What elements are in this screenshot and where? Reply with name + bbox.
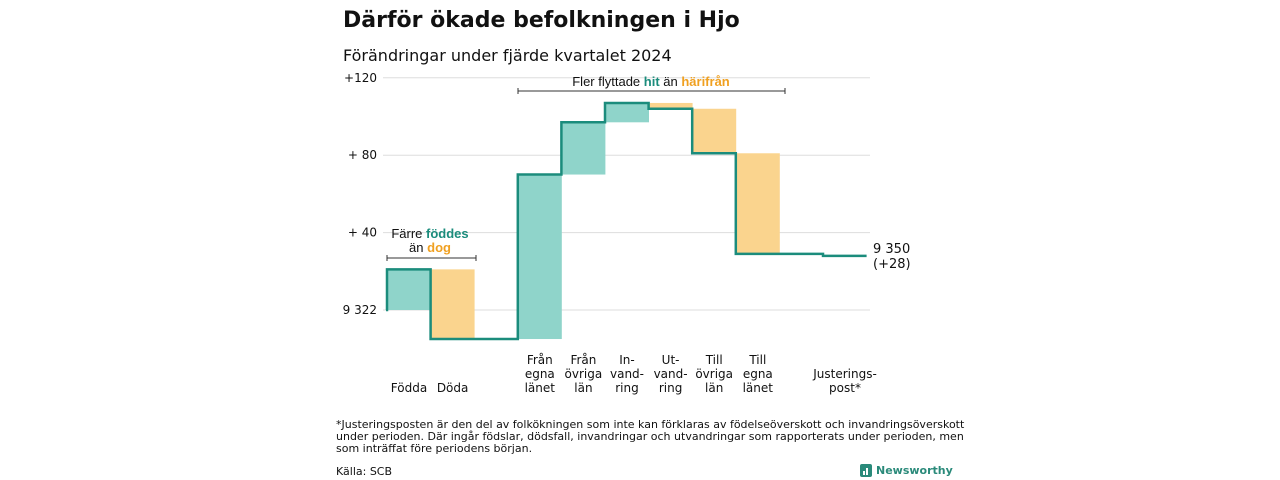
- category-label-3-2: länet: [525, 381, 556, 395]
- migration-annotation-text: Fler flyttade hit än härifrån: [572, 74, 730, 89]
- category-label-8-1: egna: [743, 367, 773, 381]
- category-label-4-1: övriga: [565, 367, 603, 381]
- bar-6: [648, 102, 693, 109]
- category-label-4-0: Från: [570, 353, 596, 367]
- footnote: *Justeringsposten är den del av folkökni…: [336, 418, 965, 455]
- footnote-line-2: under perioden. Där ingår födslar, dödsf…: [336, 430, 964, 443]
- category-label-8-0: Till: [748, 353, 766, 367]
- footnote-line-1: *Justeringsposten är den del av folkökni…: [336, 418, 965, 431]
- category-label-3-1: egna: [525, 367, 555, 381]
- category-label-5-2: ring: [615, 381, 639, 395]
- bar-5: [605, 102, 649, 123]
- category-label-7-2: län: [705, 381, 723, 395]
- category-label-7-1: övriga: [695, 367, 733, 381]
- source-label: Källa: SCB: [336, 465, 392, 478]
- category-label-8-2: länet: [743, 381, 774, 395]
- category-label-10-0: Justerings-: [812, 367, 877, 381]
- y-tick-label-3: +120: [344, 71, 377, 85]
- category-label-6-0: Ut-: [662, 353, 680, 367]
- end-value-label: 9 350: [873, 242, 910, 257]
- y-axis-ticks: 9 322 + 40 + 80 +120: [343, 71, 377, 317]
- births-annotation-line1: Färre föddes: [391, 226, 468, 241]
- end-change-label: (+28): [873, 257, 911, 272]
- y-tick-label-0: 9 322: [343, 303, 377, 317]
- bar-1: [430, 269, 475, 340]
- category-label-6-1: vand-: [654, 367, 688, 381]
- footnote-line-3: som inträffat före periodens början.: [336, 442, 532, 455]
- category-label-6-2: ring: [659, 381, 683, 395]
- chart-subtitle: Förändringar under fjärde kvartalet 2024: [343, 46, 672, 65]
- births-annotation-line2: än dog: [409, 240, 451, 255]
- category-labels: Födda DödaFrånegnalänetFrånövrigalänIn-va…: [391, 353, 877, 395]
- logo-bar-2: [866, 468, 868, 475]
- brand-name: Newsworthy: [876, 464, 953, 477]
- category-label-10-1: post*: [829, 381, 861, 395]
- bar-8: [735, 153, 780, 254]
- bar-0: [387, 269, 431, 310]
- category-label-3-0: Från: [527, 353, 553, 367]
- bar-7: [692, 108, 737, 154]
- category-label-0-0: Födda: [391, 381, 427, 395]
- logo-bar-1: [863, 471, 865, 475]
- bar-3: [517, 174, 562, 340]
- grid-lines: [383, 77, 870, 311]
- y-tick-label-1: + 40: [348, 226, 377, 240]
- y-tick-label-2: + 80: [348, 148, 377, 162]
- births-annotation: Färre föddes än dog: [386, 226, 477, 261]
- chart-title: Därför ökade befolkningen i Hjo: [343, 8, 740, 33]
- step-line: [385, 101, 867, 341]
- category-label-5-1: vand-: [610, 367, 644, 381]
- migration-annotation: Fler flyttade hit än härifrån: [517, 74, 786, 94]
- category-label-5-0: In-: [619, 353, 634, 367]
- category-label-4-2: län: [574, 381, 592, 395]
- category-label-7-0: Till: [705, 353, 723, 367]
- bar-4: [561, 122, 606, 175]
- bars-group: [387, 102, 780, 340]
- category-label-1-0: Döda: [437, 381, 469, 395]
- newsworthy-logo: Newsworthy: [860, 464, 953, 477]
